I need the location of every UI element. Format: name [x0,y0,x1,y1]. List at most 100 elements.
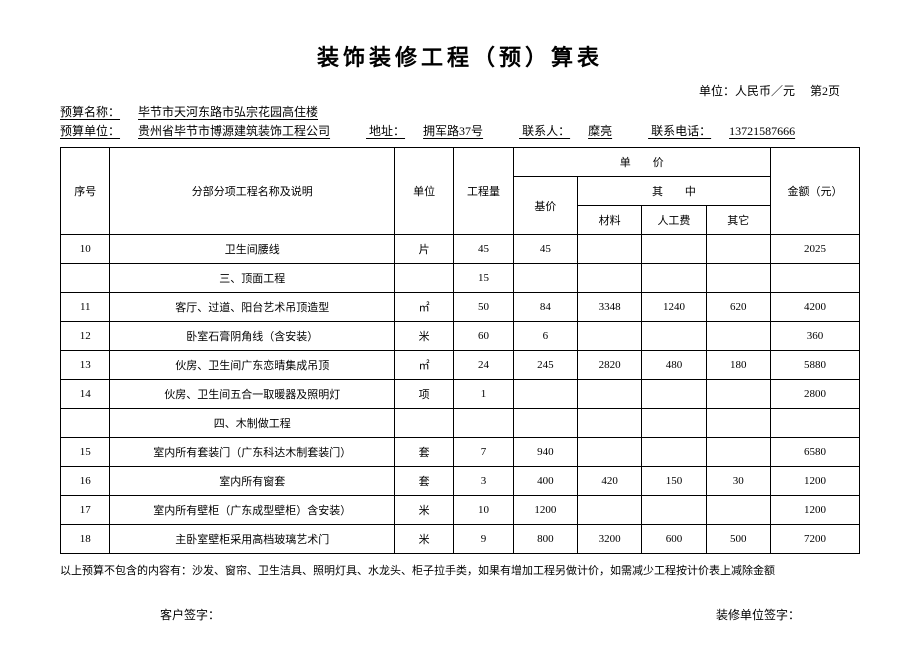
table-row: 10卫生间腰线片45452025 [61,235,860,264]
page-title: 装饰装修工程（预）算表 [60,40,860,72]
cell-mat: 420 [577,467,641,496]
cell-base: 6 [513,322,577,351]
cell-seq: 10 [61,235,110,264]
cell-lab: 480 [642,351,706,380]
cell-unit: 米 [394,525,453,554]
cell-base: 800 [513,525,577,554]
cell-name: 卧室石膏阴角线（含安装） [110,322,394,351]
cell-base: 45 [513,235,577,264]
cell-mat [577,438,641,467]
th-seq: 序号 [61,148,110,235]
cell-qty: 24 [454,351,513,380]
cell-seq: 12 [61,322,110,351]
cell-lab [642,322,706,351]
cell-unit [394,264,453,293]
contact: 糜亮 [588,124,612,138]
cell-unit: 片 [394,235,453,264]
cell-base: 940 [513,438,577,467]
cell-oth [706,380,770,409]
cell-oth [706,264,770,293]
cell-lab [642,235,706,264]
cell-mat [577,380,641,409]
th-oth: 其它 [706,206,770,235]
cell-oth [706,235,770,264]
th-unit: 单位 [394,148,453,235]
cell-name: 室内所有套装门（广东科达木制套装门） [110,438,394,467]
table-row: 13伙房、卫生间广东恋晴集成吊顶㎡2424528204801805880 [61,351,860,380]
th-name: 分部分项工程名称及说明 [110,148,394,235]
cell-amt: 5880 [770,351,859,380]
cell-amt: 1200 [770,496,859,525]
cell-qty: 15 [454,264,513,293]
cell-oth: 180 [706,351,770,380]
cell-mat: 3348 [577,293,641,322]
sign-company: 装修单位签字： [716,606,800,623]
cell-unit: 米 [394,322,453,351]
cell-amt [770,264,859,293]
cell-qty: 45 [454,235,513,264]
cell-seq [61,409,110,438]
cell-amt: 2025 [770,235,859,264]
cell-base: 400 [513,467,577,496]
table-row: 18主卧室壁柜采用高档玻璃艺术门米980032006005007200 [61,525,860,554]
cell-oth [706,438,770,467]
cell-unit: 项 [394,380,453,409]
sign-client: 客户签字： [160,606,220,623]
cell-name: 室内所有壁柜（广东成型壁柜）含安装） [110,496,394,525]
page-label: 第2页 [810,84,840,98]
cell-mat [577,496,641,525]
addr: 拥军路37号 [423,124,483,138]
cell-qty: 50 [454,293,513,322]
cell-qty: 10 [454,496,513,525]
cell-seq [61,264,110,293]
cell-amt: 7200 [770,525,859,554]
cell-seq: 15 [61,438,110,467]
table-row: 四、木制做工程 [61,409,860,438]
cell-seq: 14 [61,380,110,409]
budget-unit-label: 预算单位： [60,124,120,138]
cell-oth: 500 [706,525,770,554]
cell-unit: 套 [394,438,453,467]
table-row: 11客厅、过道、阳台艺术吊顶造型㎡5084334812406204200 [61,293,860,322]
budget-name-line: 预算名称：毕节市天河东路市弘宗花园高住楼 [60,103,860,120]
cell-mat: 2820 [577,351,641,380]
table-row: 12卧室石膏阴角线（含安装）米606360 [61,322,860,351]
cell-lab [642,438,706,467]
cell-amt: 6580 [770,438,859,467]
signature-row: 客户签字： 装修单位签字： [60,606,860,623]
cell-lab: 1240 [642,293,706,322]
budget-table: 序号 分部分项工程名称及说明 单位 工程量 单 价 金额（元） 基价 其 中 材… [60,147,860,554]
cell-oth [706,322,770,351]
cell-lab [642,380,706,409]
cell-base [513,264,577,293]
cell-lab: 600 [642,525,706,554]
cell-amt: 2800 [770,380,859,409]
cell-seq: 16 [61,467,110,496]
th-price: 单 价 [513,148,770,177]
cell-name: 四、木制做工程 [110,409,394,438]
cell-oth [706,496,770,525]
budget-unit-line: 预算单位：贵州省毕节市博源建筑装饰工程公司 地址：拥军路37号 联系人：糜亮 联… [60,122,860,139]
cell-base [513,409,577,438]
th-amt: 金额（元） [770,148,859,235]
cell-amt: 4200 [770,293,859,322]
budget-name: 毕节市天河东路市弘宗花园高住楼 [138,105,318,119]
cell-unit: 套 [394,467,453,496]
cell-qty: 1 [454,380,513,409]
phone: 13721587666 [729,124,795,138]
cell-name: 三、顶面工程 [110,264,394,293]
cell-mat [577,235,641,264]
cell-unit: 米 [394,496,453,525]
cell-qty: 60 [454,322,513,351]
table-row: 14伙房、卫生间五合一取暖器及照明灯项12800 [61,380,860,409]
th-inner: 其 中 [577,177,770,206]
cell-seq: 17 [61,496,110,525]
cell-qty [454,409,513,438]
table-row: 16室内所有窗套套3400420150301200 [61,467,860,496]
contact-label: 联系人： [522,124,570,138]
cell-lab [642,496,706,525]
addr-label: 地址： [369,124,405,138]
phone-label: 联系电话： [651,124,711,138]
cell-name: 卫生间腰线 [110,235,394,264]
cell-base: 245 [513,351,577,380]
